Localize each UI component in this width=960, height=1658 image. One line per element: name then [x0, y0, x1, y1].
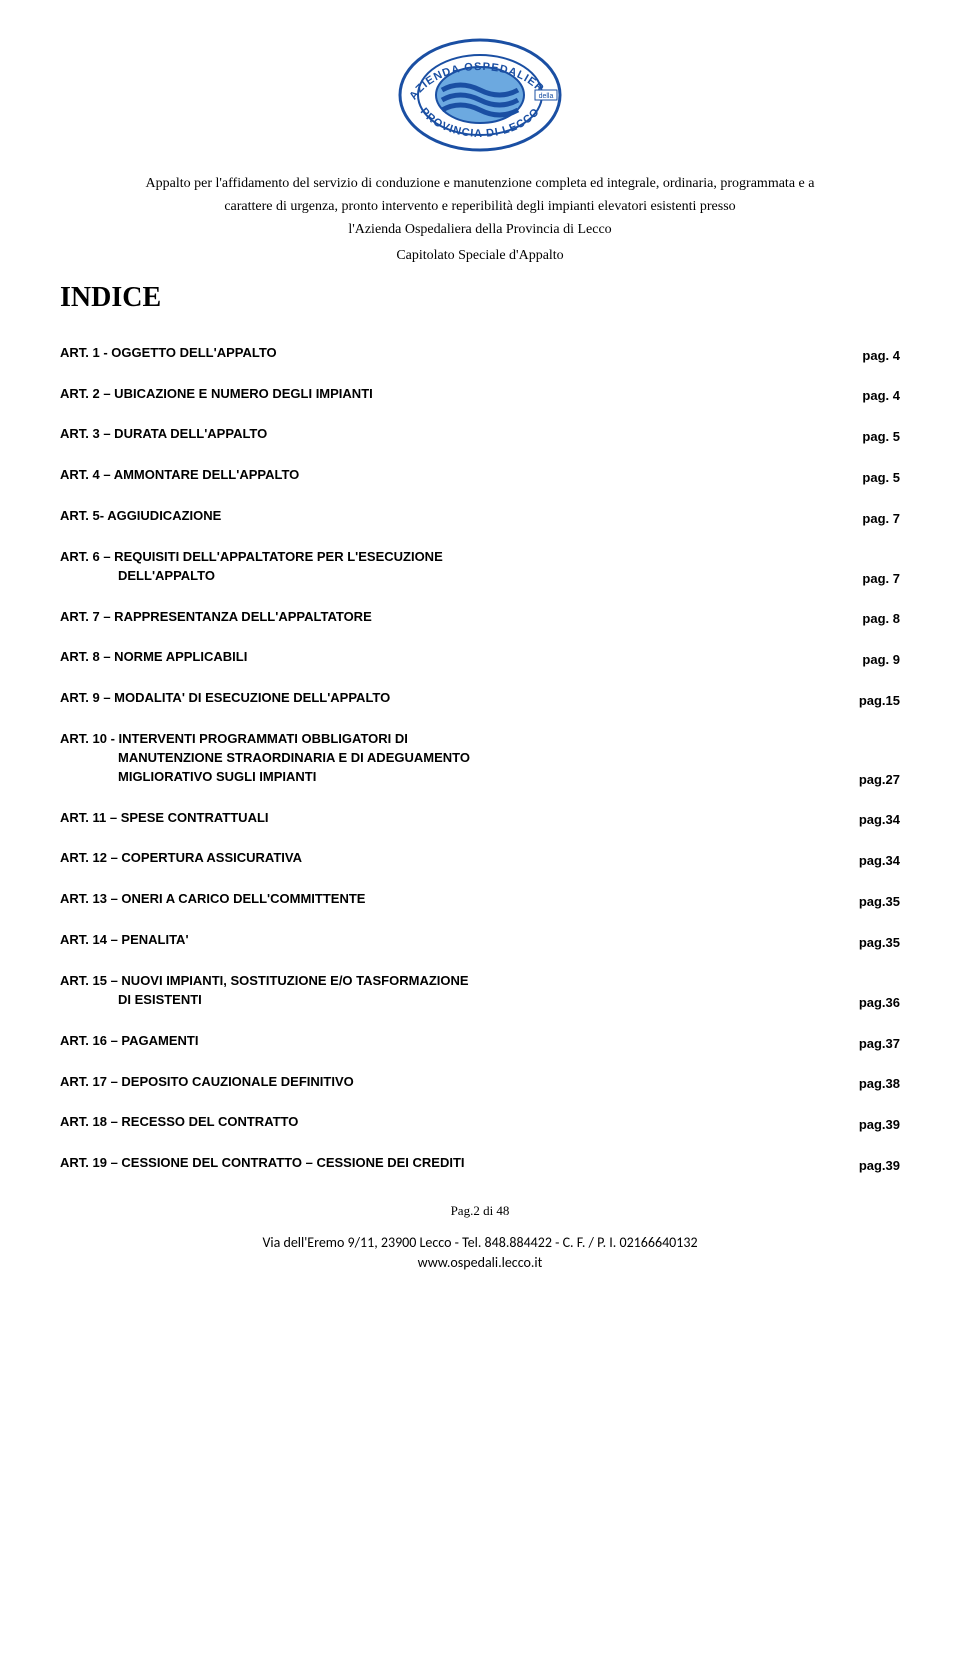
header-line-3: l'Azienda Ospedaliera della Provincia di…	[60, 221, 900, 240]
toc-page: pag. 7	[862, 571, 900, 586]
indice-heading: INDICE	[60, 282, 900, 314]
header-line-1: Appalto per l'affidamento del servizio d…	[60, 175, 900, 194]
toc-row: ART. 8 – NORME APPLICABILI pag. 9	[60, 648, 900, 667]
toc-page: pag. 9	[862, 652, 900, 667]
toc-label-line: ART. 14 – PENALITA'	[60, 932, 189, 947]
hospital-logo-icon: AZIENDA OSPEDALIERA PROVINCIA DI LECCO d…	[390, 30, 570, 165]
toc-page: pag.15	[859, 693, 900, 708]
toc-row: ART. 19 – CESSIONE DEL CONTRATTO – CESSI…	[60, 1154, 900, 1173]
toc-row: ART. 1 - OGGETTO DELL'APPALTO pag. 4	[60, 344, 900, 363]
toc-row: ART. 13 – ONERI A CARICO DELL'COMMITTENT…	[60, 890, 900, 909]
toc-row: ART. 4 – AMMONTARE DELL'APPALTO pag. 5	[60, 466, 900, 485]
toc-row: ART. 17 – DEPOSITO CAUZIONALE DEFINITIVO…	[60, 1073, 900, 1092]
toc-label: ART. 14 – PENALITA'	[60, 931, 859, 950]
footer-address-1: Via dell'Eremo 9/11, 23900 Lecco - Tel. …	[60, 1233, 900, 1253]
toc-label: ART. 12 – COPERTURA ASSICURATIVA	[60, 849, 859, 868]
toc-row: ART. 16 – PAGAMENTI pag.37	[60, 1032, 900, 1051]
toc-label-line: ART. 6 – REQUISITI DELL'APPALTATORE PER …	[60, 549, 443, 564]
toc-label-line: ART. 18 – RECESSO DEL CONTRATTO	[60, 1114, 298, 1129]
toc-row: ART. 14 – PENALITA' pag.35	[60, 931, 900, 950]
toc-label: ART. 9 – MODALITA' DI ESECUZIONE DELL'AP…	[60, 689, 859, 708]
toc-label: ART. 5- AGGIUDICAZIONE	[60, 507, 862, 526]
toc-page: pag.38	[859, 1076, 900, 1091]
footer-address-2: www.ospedali.lecco.it	[60, 1253, 900, 1273]
toc-label-line: ART. 10 - INTERVENTI PROGRAMMATI OBBLIGA…	[60, 731, 408, 746]
toc-row: ART. 12 – COPERTURA ASSICURATIVA pag.34	[60, 849, 900, 868]
toc-label-line: DI ESISTENTI	[60, 991, 839, 1010]
header-subtitle: Capitolato Speciale d'Appalto	[60, 248, 900, 264]
toc-row: ART. 7 – RAPPRESENTANZA DELL'APPALTATORE…	[60, 608, 900, 627]
toc-label: ART. 17 – DEPOSITO CAUZIONALE DEFINITIVO	[60, 1073, 859, 1092]
toc-row: ART. 6 – REQUISITI DELL'APPALTATORE PER …	[60, 548, 900, 586]
toc-label-line: ART. 19 – CESSIONE DEL CONTRATTO – CESSI…	[60, 1155, 465, 1170]
toc-row: ART. 5- AGGIUDICAZIONE pag. 7	[60, 507, 900, 526]
toc-label-line: ART. 17 – DEPOSITO CAUZIONALE DEFINITIVO	[60, 1074, 354, 1089]
toc-page: pag. 7	[862, 511, 900, 526]
toc-page: pag. 4	[862, 348, 900, 363]
toc-page: pag.39	[859, 1158, 900, 1173]
toc-page: pag.36	[859, 995, 900, 1010]
toc-label: ART. 13 – ONERI A CARICO DELL'COMMITTENT…	[60, 890, 859, 909]
toc-label: ART. 19 – CESSIONE DEL CONTRATTO – CESSI…	[60, 1154, 859, 1173]
toc-label: ART. 16 – PAGAMENTI	[60, 1032, 859, 1051]
toc-label-line: ART. 11 – SPESE CONTRATTUALI	[60, 810, 269, 825]
toc-row: ART. 2 – UBICAZIONE E NUMERO DEGLI IMPIA…	[60, 385, 900, 404]
toc-page: pag.34	[859, 853, 900, 868]
toc-page: pag. 8	[862, 611, 900, 626]
toc-label-line: ART. 7 – RAPPRESENTANZA DELL'APPALTATORE	[60, 609, 372, 624]
toc-label: ART. 18 – RECESSO DEL CONTRATTO	[60, 1113, 859, 1132]
header-line-2: carattere di urgenza, pronto intervento …	[60, 198, 900, 217]
toc-row: ART. 15 – NUOVI IMPIANTI, SOSTITUZIONE E…	[60, 972, 900, 1010]
toc-page: pag. 5	[862, 429, 900, 444]
toc-label-line: ART. 8 – NORME APPLICABILI	[60, 649, 247, 664]
toc-label-line: DELL'APPALTO	[60, 567, 842, 586]
toc-row: ART. 11 – SPESE CONTRATTUALI pag.34	[60, 809, 900, 828]
toc-label: ART. 6 – REQUISITI DELL'APPALTATORE PER …	[60, 548, 862, 586]
toc-page: pag. 5	[862, 470, 900, 485]
toc-label-line: ART. 4 – AMMONTARE DELL'APPALTO	[60, 467, 299, 482]
toc-page: pag.39	[859, 1117, 900, 1132]
toc-label: ART. 15 – NUOVI IMPIANTI, SOSTITUZIONE E…	[60, 972, 859, 1010]
toc-label: ART. 10 - INTERVENTI PROGRAMMATI OBBLIGA…	[60, 730, 859, 787]
toc-page: pag.34	[859, 812, 900, 827]
toc-label-line: ART. 15 – NUOVI IMPIANTI, SOSTITUZIONE E…	[60, 973, 469, 988]
toc-label: ART. 2 – UBICAZIONE E NUMERO DEGLI IMPIA…	[60, 385, 862, 404]
toc-label-line: MIGLIORATIVO SUGLI IMPIANTI	[60, 768, 839, 787]
toc-page: pag.27	[859, 772, 900, 787]
toc-label-line: ART. 1 - OGGETTO DELL'APPALTO	[60, 345, 277, 360]
page-number: Pag.2 di 48	[60, 1203, 900, 1219]
toc-label: ART. 3 – DURATA DELL'APPALTO	[60, 425, 862, 444]
page-footer: Pag.2 di 48 Via dell'Eremo 9/11, 23900 L…	[60, 1203, 900, 1272]
toc-label: ART. 1 - OGGETTO DELL'APPALTO	[60, 344, 862, 363]
toc-label-line: ART. 2 – UBICAZIONE E NUMERO DEGLI IMPIA…	[60, 386, 373, 401]
toc-page: pag.37	[859, 1036, 900, 1051]
toc-label: ART. 4 – AMMONTARE DELL'APPALTO	[60, 466, 862, 485]
toc-row: ART. 18 – RECESSO DEL CONTRATTO pag.39	[60, 1113, 900, 1132]
toc-page: pag.35	[859, 894, 900, 909]
toc-page: pag.35	[859, 935, 900, 950]
toc-label: ART. 8 – NORME APPLICABILI	[60, 648, 862, 667]
toc-row: ART. 10 - INTERVENTI PROGRAMMATI OBBLIGA…	[60, 730, 900, 787]
toc-label-line: ART. 3 – DURATA DELL'APPALTO	[60, 426, 267, 441]
logo-container: AZIENDA OSPEDALIERA PROVINCIA DI LECCO d…	[60, 30, 900, 165]
table-of-contents: ART. 1 - OGGETTO DELL'APPALTOpag. 4ART. …	[60, 344, 900, 1173]
toc-label-line: ART. 16 – PAGAMENTI	[60, 1033, 198, 1048]
toc-page: pag. 4	[862, 388, 900, 403]
toc-label-line: ART. 12 – COPERTURA ASSICURATIVA	[60, 850, 302, 865]
svg-text:della: della	[539, 93, 554, 100]
toc-label-line: ART. 5- AGGIUDICAZIONE	[60, 508, 221, 523]
toc-label-line: ART. 13 – ONERI A CARICO DELL'COMMITTENT…	[60, 891, 365, 906]
toc-label: ART. 11 – SPESE CONTRATTUALI	[60, 809, 859, 828]
toc-row: ART. 9 – MODALITA' DI ESECUZIONE DELL'AP…	[60, 689, 900, 708]
toc-label-line: ART. 9 – MODALITA' DI ESECUZIONE DELL'AP…	[60, 690, 390, 705]
toc-label-line: MANUTENZIONE STRAORDINARIA E DI ADEGUAME…	[60, 749, 839, 768]
toc-label: ART. 7 – RAPPRESENTANZA DELL'APPALTATORE	[60, 608, 862, 627]
toc-row: ART. 3 – DURATA DELL'APPALTO pag. 5	[60, 425, 900, 444]
